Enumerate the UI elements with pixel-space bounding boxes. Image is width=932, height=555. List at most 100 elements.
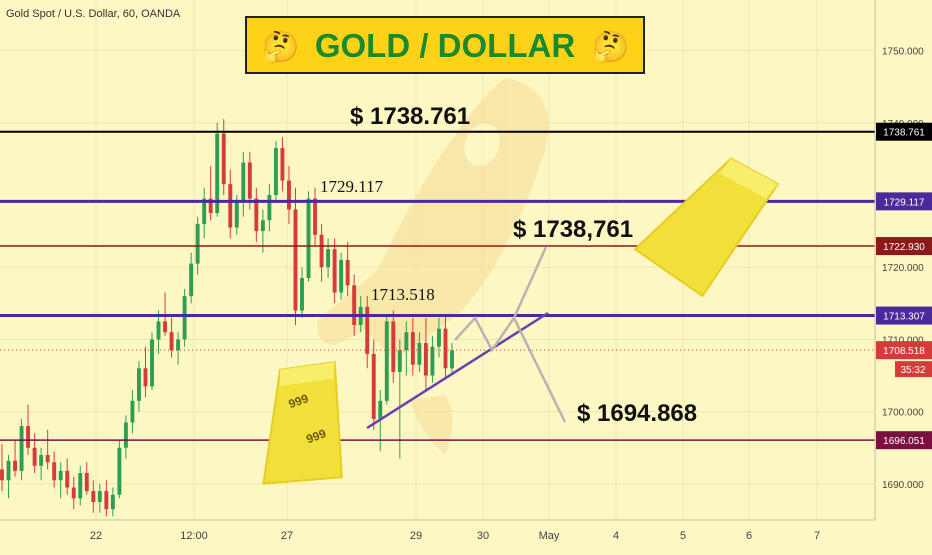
candle-body	[228, 184, 233, 228]
candle-body	[417, 343, 422, 365]
price-badge-bg-support	[876, 431, 932, 450]
gold-bar-right	[633, 157, 780, 298]
candle-body	[410, 332, 415, 365]
price-badge-bg-resistance-lower	[876, 306, 932, 325]
y-tick-label: 1700.000	[882, 408, 924, 419]
candle-body	[384, 321, 389, 401]
price-badge-resistance-mid: 1722.930	[883, 242, 925, 253]
x-tick-label: 30	[477, 530, 489, 542]
candle-body	[39, 455, 44, 466]
candle-body	[13, 460, 17, 471]
x-tick-label: 29	[410, 530, 422, 542]
candle-body	[58, 470, 63, 481]
candle-body	[169, 332, 174, 351]
candle-body	[182, 296, 187, 340]
candle-body	[287, 180, 291, 210]
price-badge-bg-resistance-mid	[876, 237, 932, 256]
candle-body	[319, 234, 324, 268]
title-banner: 🤔 GOLD / DOLLAR 🤔	[245, 16, 645, 74]
x-tick-label: 12:00	[180, 530, 208, 542]
candle-body	[163, 321, 167, 333]
candle-body	[137, 368, 141, 401]
price-badge-bg-resistance-top	[876, 122, 932, 141]
candle-body	[104, 491, 109, 510]
candle-body	[117, 447, 122, 495]
x-tick-label: 27	[281, 530, 293, 542]
candle-body	[195, 223, 200, 264]
price-axis[interactable]	[875, 0, 932, 550]
candle-body	[260, 220, 265, 232]
candle-body	[430, 346, 435, 376]
candle-body	[52, 462, 57, 481]
candle-body	[32, 447, 37, 466]
symbol-header: Gold Spot / U.S. Dollar, 60, OANDA	[6, 8, 181, 20]
candle-body	[241, 162, 246, 203]
price-badge-bg-resistance-upper	[876, 192, 932, 211]
candle-body	[84, 473, 89, 492]
candle-body	[215, 133, 220, 214]
candle-body	[143, 368, 148, 387]
candle-body	[404, 332, 409, 351]
candle-body	[71, 487, 76, 499]
candle-body	[97, 491, 102, 502]
candle-body	[208, 198, 213, 214]
trend-line[interactable]	[366, 311, 549, 430]
candle-body	[300, 278, 304, 311]
x-tick-label: 22	[90, 530, 102, 542]
price-badge-support: 1696.051	[883, 436, 925, 447]
candle-body	[450, 350, 454, 369]
candle-body	[371, 353, 376, 419]
candle-body	[189, 263, 194, 297]
current-price-badge-bg	[876, 341, 932, 360]
price-badges: 1738.761 1729.117 1722.930 1713.307 1696.051…	[876, 122, 932, 450]
candle-body	[345, 260, 350, 286]
candle-body	[332, 249, 337, 293]
candle-body	[78, 473, 83, 499]
countdown-badge: 35:32	[900, 365, 925, 376]
x-tick-label: May	[539, 530, 560, 542]
candle-body	[378, 400, 383, 419]
candle-body	[339, 260, 344, 293]
x-tick-label: 7	[814, 530, 820, 542]
x-tick-label: 6	[746, 530, 752, 542]
annotation-1713: 1713.518	[371, 285, 435, 304]
projection-path[interactable]	[454, 246, 548, 353]
banner-emoji-right: 🤔	[592, 30, 629, 64]
y-tick-label: 1710.000	[882, 335, 924, 346]
annotation-1729: 1729.117	[320, 177, 384, 196]
projection-path-down[interactable]	[512, 317, 567, 423]
time-axis[interactable]	[0, 520, 932, 550]
candle-body	[234, 202, 239, 228]
candle-body	[267, 195, 272, 221]
y-tick-label: 1750.000	[882, 47, 924, 58]
candle-body	[45, 455, 50, 463]
x-tick-label: 4	[613, 530, 619, 542]
candle-body	[365, 306, 370, 354]
candle-body	[65, 470, 70, 488]
candle-body	[306, 198, 311, 279]
price-badge-resistance-lower: 1713.307	[883, 312, 925, 323]
candle-body	[110, 494, 115, 510]
current-price-badge: 1708.518	[883, 346, 925, 357]
candle-body	[273, 148, 278, 195]
candle-body	[202, 198, 207, 224]
price-badge-resistance-upper: 1729.117	[884, 197, 925, 208]
candle-body	[437, 328, 441, 347]
candle-body	[123, 422, 128, 448]
banner-emoji-left: 🤔	[262, 30, 299, 64]
y-tick-label: 1690.000	[882, 480, 924, 491]
candle-body	[313, 198, 317, 235]
candle-body	[156, 321, 161, 340]
x-tick-label: 5	[680, 530, 686, 542]
candle-body	[26, 426, 31, 448]
candles	[0, 119, 454, 517]
candle-body	[280, 148, 285, 181]
candle-body	[0, 469, 4, 481]
annotation-top-price: $ 1738.761	[350, 103, 470, 130]
banner-title: GOLD / DOLLAR	[315, 27, 575, 64]
candle-body	[254, 198, 259, 232]
gold-bar-left: 999 999	[262, 361, 343, 485]
candle-body	[423, 343, 428, 376]
price-badge-resistance-top: 1738.761	[883, 128, 925, 139]
